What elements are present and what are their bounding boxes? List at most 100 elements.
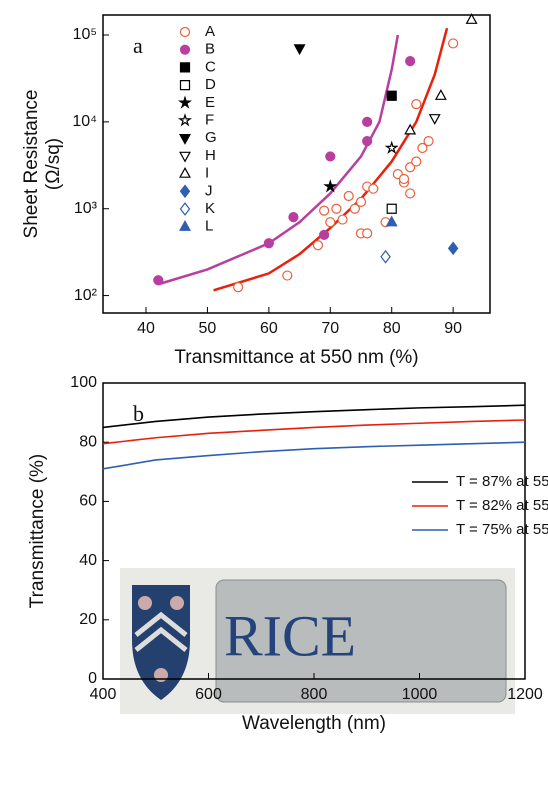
data-line	[102, 404, 526, 429]
legend-marker	[179, 202, 191, 216]
data-point	[405, 162, 416, 173]
data-point	[319, 229, 330, 240]
x-tick-label: 800	[301, 686, 328, 703]
data-point	[312, 240, 324, 251]
legend-label: J	[205, 182, 213, 199]
data-point	[319, 205, 330, 216]
x-axis-title: Transmittance at 550 nm (%)	[174, 347, 418, 368]
data-point	[404, 123, 417, 135]
x-tick-label: 600	[195, 686, 222, 703]
x-tick-label: 90	[444, 320, 462, 337]
data-point	[423, 136, 434, 147]
data-point	[325, 217, 336, 228]
legend-label: B	[205, 41, 215, 58]
data-line	[102, 441, 526, 470]
legend-label: G	[205, 129, 217, 146]
data-point	[263, 238, 274, 249]
data-point	[293, 44, 306, 56]
y-tick-label: 40	[79, 552, 97, 569]
y-tick-label: 10⁴	[72, 113, 97, 130]
legend-label: E	[205, 94, 215, 111]
legend-marker	[179, 151, 191, 163]
y-tick-label: 0	[88, 670, 97, 687]
data-point	[465, 13, 478, 24]
data-point	[447, 241, 459, 256]
y-tick-label: 80	[79, 433, 97, 450]
y-tick-label: 10²	[74, 287, 98, 304]
data-point	[343, 190, 354, 202]
x-tick-label: 70	[321, 320, 339, 337]
data-point	[323, 179, 338, 193]
y-tick-label: 100	[70, 374, 97, 391]
data-point	[384, 140, 399, 154]
data-line	[102, 419, 526, 445]
panel-label: a	[133, 33, 143, 58]
legend-label: K	[205, 200, 215, 217]
data-point	[386, 90, 397, 101]
panel-label: b	[133, 401, 144, 426]
x-tick-label: 1000	[402, 686, 438, 703]
legend-marker	[179, 220, 191, 231]
data-point	[434, 89, 447, 100]
legend-marker	[179, 166, 191, 178]
legend-marker	[179, 26, 191, 38]
data-point	[362, 228, 373, 239]
y-tick-label: 60	[79, 493, 97, 510]
legend-label: F	[205, 111, 214, 128]
legend-label: L	[205, 218, 213, 235]
data-point	[405, 188, 416, 199]
legend-marker	[179, 80, 191, 91]
data-point	[331, 203, 342, 214]
legend-marker	[179, 184, 191, 199]
photo	[120, 568, 515, 714]
data-point	[448, 38, 459, 49]
data-point	[282, 270, 293, 281]
legend-marker	[177, 113, 193, 127]
y-tick-label: 10⁵	[73, 26, 97, 43]
data-point	[380, 249, 391, 264]
data-point	[405, 56, 416, 67]
x-tick-label: 50	[199, 320, 217, 337]
legend-label: A	[205, 23, 215, 40]
data-point	[398, 173, 410, 185]
legend-marker	[179, 44, 191, 55]
photo-text: RICE	[224, 603, 356, 668]
legend-label: H	[205, 147, 216, 164]
fit-curve	[157, 34, 400, 286]
y-tick-label: 10³	[74, 200, 98, 217]
data-point	[411, 99, 422, 110]
y-axis-title: (Ω/sq)	[43, 138, 64, 190]
legend-marker	[179, 134, 191, 145]
data-point	[411, 156, 422, 167]
legend-label: C	[205, 58, 216, 75]
data-point	[417, 142, 428, 154]
legend-marker	[179, 62, 191, 73]
x-tick-label: 80	[383, 320, 401, 337]
data-point	[288, 212, 299, 223]
data-point	[368, 183, 379, 194]
y-tick-label: 20	[79, 611, 97, 628]
data-point	[355, 196, 367, 207]
data-point	[362, 116, 373, 127]
legend-label: I	[205, 165, 209, 182]
data-point	[233, 282, 244, 293]
data-point	[337, 214, 348, 225]
data-point	[153, 275, 164, 286]
y-axis-title: Transmittance (%)	[27, 454, 48, 609]
legend-label: T = 82% at 550 nm	[456, 497, 548, 514]
data-point	[428, 114, 441, 125]
y-axis-title: Sheet Resistance	[21, 90, 42, 239]
x-axis-title: Wavelength (nm)	[242, 713, 386, 734]
plot-frame	[102, 14, 491, 314]
legend-marker	[177, 95, 193, 109]
x-tick-label: 400	[90, 686, 117, 703]
data-point	[325, 151, 336, 162]
legend-label: D	[205, 76, 216, 93]
x-tick-label: 40	[137, 320, 155, 337]
data-point	[349, 203, 360, 214]
legend-label: T = 87% at 550 nm	[456, 473, 548, 490]
data-point	[386, 203, 397, 214]
x-tick-label: 60	[260, 320, 278, 337]
data-point	[385, 215, 398, 227]
